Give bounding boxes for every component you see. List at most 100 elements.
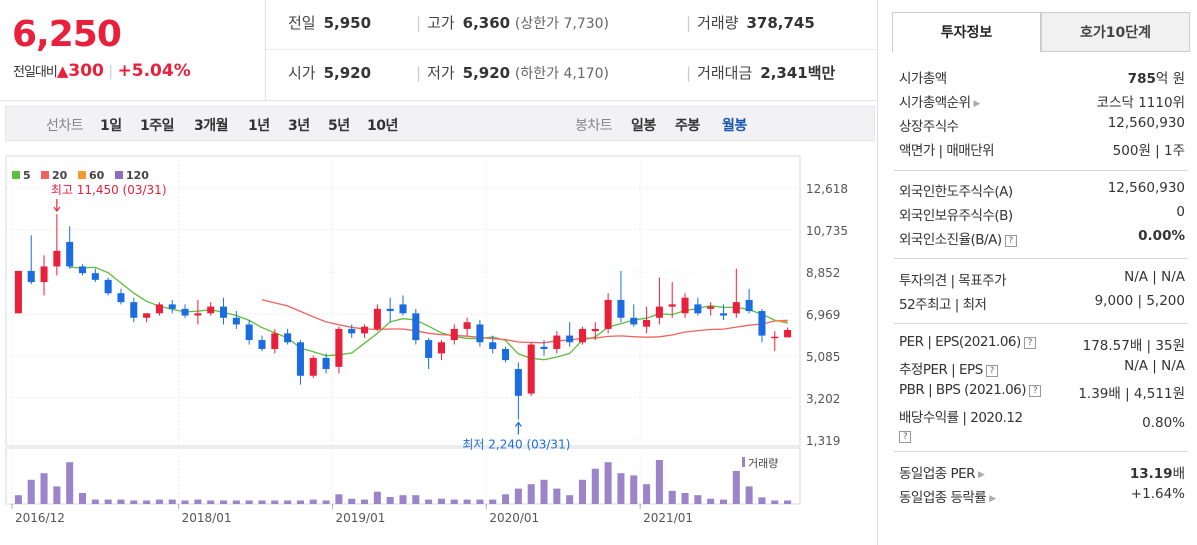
volume-bar [130, 500, 138, 504]
market-rank-label: 시가총액순위 [899, 95, 971, 111]
candle-body [425, 340, 433, 358]
candle-body [143, 313, 151, 318]
volume-bar [425, 499, 433, 504]
divider: | [686, 64, 692, 82]
market-rank-label-wrap[interactable]: 시가총액순위 ▶ [899, 91, 980, 111]
volume-bar [348, 498, 356, 504]
prev-close-label: 전일 [288, 14, 316, 32]
x-tick-label: 2020/01 [489, 511, 539, 525]
candle-body [91, 273, 99, 280]
help-icon[interactable]: ? [1029, 385, 1042, 397]
upper-limit: (상한가 7,730) [514, 16, 609, 32]
tab-invest-info[interactable]: 투자정보 [892, 12, 1041, 52]
period-1d[interactable]: 1일 [100, 118, 122, 134]
market-cap-unit: 억 원 [1155, 71, 1185, 87]
volume-bar [514, 488, 522, 504]
volume-bar [655, 460, 663, 504]
chevron-right-icon: ▶ [978, 470, 985, 480]
volume-value: 378,745 [746, 14, 815, 32]
y-tick-label: 10,735 [806, 224, 848, 238]
candle-chart-label: 봉차트 [575, 118, 613, 134]
volume-bar [143, 500, 151, 504]
tab-orderbook[interactable]: 호가10단계 [1041, 12, 1190, 52]
period-3y[interactable]: 3년 [288, 118, 310, 134]
volume-bar [591, 468, 599, 504]
industry-per-value: 13.19 [1129, 466, 1173, 482]
legend-label: 5 [23, 169, 31, 182]
help-icon[interactable]: ? [1023, 337, 1036, 349]
pbr-row: PBR | BPS (2021.06)? 1.39배 | 4,511원 [899, 382, 1185, 406]
help-icon[interactable]: ? [899, 431, 911, 443]
pbr-label: PBR | BPS (2021.06) [899, 382, 1027, 398]
change-value: 300 [68, 61, 104, 81]
help-icon[interactable]: ? [1004, 235, 1017, 247]
industry-per-label-wrap[interactable]: 동일업종 PER ▶ [899, 462, 985, 482]
candle-body [502, 348, 510, 361]
volume-bar [27, 479, 35, 504]
trade-value-amount: 2,341 [760, 64, 808, 82]
current-price: 6,250 [12, 14, 122, 55]
candle-body [53, 250, 61, 267]
volume-bar [66, 462, 74, 504]
period-5y[interactable]: 5년 [328, 118, 350, 134]
candle-body [630, 317, 638, 325]
candle-body [566, 335, 574, 343]
volume-bar [732, 471, 740, 504]
candle-body [437, 342, 445, 354]
candle-daily[interactable]: 일봉 [631, 118, 656, 134]
volume-bar [668, 490, 676, 504]
ma5-line [69, 266, 788, 361]
section-divider [894, 258, 1188, 259]
y-tick-label: 8,852 [806, 266, 840, 280]
volume-bar [707, 498, 715, 504]
y-tick-label: 12,618 [806, 182, 848, 196]
week52-label: 52주최고 | 최저 [899, 297, 987, 313]
candle-weekly[interactable]: 주봉 [675, 118, 700, 134]
up-arrow-icon: ▲ [56, 62, 69, 80]
period-1w[interactable]: 1주일 [140, 118, 175, 134]
divider: | [416, 64, 422, 82]
industry-per-value-wrap: 13.19배 [1130, 462, 1185, 482]
volume-bar [617, 473, 625, 504]
candle-body [758, 311, 766, 336]
candle-body [694, 304, 702, 314]
candle-body [745, 299, 753, 312]
candle-body [386, 308, 394, 312]
period-3m[interactable]: 3개월 [194, 118, 229, 134]
line-chart-label: 선차트 [46, 118, 84, 134]
candle-body [604, 299, 612, 329]
opinion-row: 투자의견 | 목표주가 N/A | N/A [899, 269, 1185, 293]
foreign-ratio-value-wrap: 0.00% [1138, 228, 1185, 244]
candle-body [373, 308, 381, 329]
opinion-value: N/A | N/A [1124, 269, 1185, 285]
help-icon[interactable]: ? [985, 365, 998, 377]
candle-body [245, 324, 253, 341]
candle-body [284, 333, 292, 343]
week52-value: 9,000 | 5,200 [1094, 293, 1185, 309]
candle-body [155, 304, 163, 314]
x-tick-label: 2018/01 [182, 511, 232, 525]
candle-monthly[interactable]: 월봉 [722, 118, 747, 134]
candle-body [66, 241, 74, 267]
chevron-right-icon: ▶ [973, 99, 981, 109]
lower-limit: (하한가 4,170) [514, 66, 609, 82]
volume-bar [207, 500, 215, 504]
quote-row-2: 시가 5,920 | 저가 5,920 (하한가 4,170) | 거래대금 2,341백… [266, 50, 878, 100]
volume-bar [437, 498, 445, 504]
section-divider [894, 323, 1188, 324]
period-1y[interactable]: 1년 [248, 118, 270, 134]
period-10y[interactable]: 10년 [367, 118, 398, 134]
industry-change-label-wrap[interactable]: 동일업종 등락률 ▶ [899, 486, 996, 506]
volume-bar [604, 462, 612, 504]
foreign-limit-value: 12,560,930 [1107, 180, 1185, 196]
current-price-box: 6,250 전일대비▲300 | +5.04% [0, 0, 266, 101]
volume-bar [719, 499, 728, 504]
low-arrow-head-icon [514, 421, 522, 427]
volume-bar [53, 486, 61, 504]
low-annotation: 최저 2,240 (03/31) [462, 437, 570, 451]
candle-body [322, 357, 330, 370]
candle-body [463, 322, 471, 329]
volume-legend-swatch [742, 457, 745, 467]
volume-bar [309, 499, 317, 504]
high-label: 고가 [427, 14, 455, 32]
